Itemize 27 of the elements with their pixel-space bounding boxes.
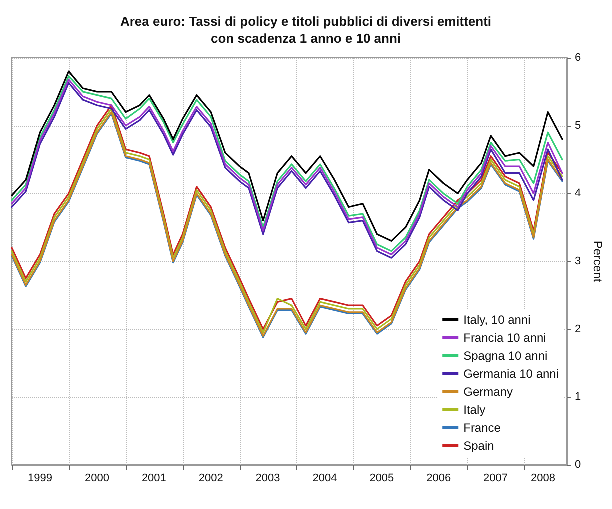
x-tick-label: 2000: [85, 472, 110, 484]
legend-label: Germany: [464, 385, 513, 399]
y-tick-label: 1: [574, 391, 582, 404]
y-tick-label: 0: [574, 459, 582, 471]
y-tick-label: 4: [574, 188, 582, 200]
legend-label: Germania 10 anni: [464, 367, 559, 381]
x-tick-label: 2004: [312, 472, 338, 484]
x-tick-label: 1999: [28, 472, 52, 484]
legend-label: Italy, 10 anni: [464, 313, 531, 327]
x-tick-label: 2006: [426, 472, 452, 484]
x-tick-label: 2001: [142, 472, 166, 484]
legend-label: France: [464, 421, 502, 435]
legend-label: Francia 10 anni: [464, 331, 546, 345]
chart-title: Area euro: Tassi di policy e titoli pubblici di diversi emittenti con scadenza 1 anno e 10 anni: [120, 14, 492, 46]
legend-label: Italy: [464, 403, 486, 417]
x-tick-label: 2005: [370, 472, 394, 484]
y-axis-title: Percent: [591, 240, 605, 283]
x-tick-label: 2008: [531, 472, 556, 484]
y-tick-label: 5: [574, 120, 582, 132]
y-tick-label: 3: [574, 256, 582, 268]
y-tick-label: 6: [574, 52, 582, 64]
x-tick-label: 2002: [198, 472, 224, 484]
y-tick-label: 2: [574, 323, 582, 336]
legend-label: Spagna 10 anni: [464, 349, 548, 363]
x-tick-label: 2003: [256, 472, 280, 484]
x-tick-label: 2007: [483, 472, 508, 484]
legend-label: Spain: [464, 439, 494, 453]
